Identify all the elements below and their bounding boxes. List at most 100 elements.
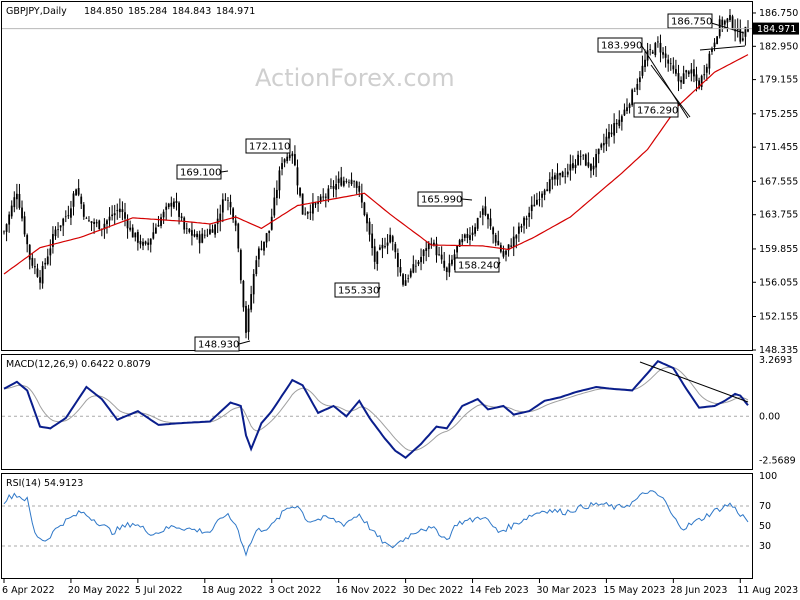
candle-body xyxy=(216,218,219,224)
candle-body xyxy=(453,254,456,261)
candle-body xyxy=(232,208,235,220)
candle-body xyxy=(566,171,569,175)
candle-body xyxy=(533,204,536,207)
candle-body xyxy=(46,256,49,265)
candle-body xyxy=(510,245,513,247)
macd-label: MACD(12,26,9) 0.6422 0.8079 xyxy=(6,359,151,370)
candle-body xyxy=(579,156,582,157)
candle-body xyxy=(700,75,703,87)
candle-body xyxy=(461,238,464,243)
candle-body xyxy=(23,216,26,235)
candle-body xyxy=(281,163,283,170)
candle-body xyxy=(317,202,319,204)
annotation-box xyxy=(454,257,500,273)
candle-body xyxy=(631,89,634,106)
candle-body xyxy=(659,42,662,53)
price-annotation: 148.930 xyxy=(198,340,239,351)
candle-body xyxy=(731,16,734,29)
candle-body xyxy=(605,136,608,145)
current-price-label: 184.971 xyxy=(757,24,796,35)
candle-body xyxy=(93,221,96,224)
candle-body xyxy=(716,36,719,44)
candle-body xyxy=(371,233,374,249)
candle-body xyxy=(440,254,443,260)
candle-body xyxy=(327,188,330,199)
candle-body xyxy=(39,277,41,283)
candle-body xyxy=(656,41,659,43)
candle-body xyxy=(44,262,47,265)
candle-body xyxy=(458,240,461,247)
candle-body xyxy=(420,256,422,263)
candle-body xyxy=(167,203,170,208)
candle-body xyxy=(363,202,366,215)
candle-body xyxy=(497,240,500,246)
candle-body xyxy=(288,154,291,159)
price-annotation: 183.990 xyxy=(601,41,642,52)
candle-body xyxy=(85,218,88,219)
price-tick-label: 182.950 xyxy=(759,41,798,52)
candle-body xyxy=(183,217,186,230)
symbol-label: GBPJPY,Daily xyxy=(6,6,67,17)
candle-body xyxy=(340,177,343,186)
candle-body xyxy=(633,90,636,92)
candle-body xyxy=(695,74,698,82)
candle-body xyxy=(306,212,309,214)
candle-body xyxy=(286,156,289,162)
candle-body xyxy=(451,259,453,265)
candle-body xyxy=(672,65,675,70)
trendline xyxy=(639,42,689,119)
date-tick-label: 30 Mar 2023 xyxy=(536,585,596,596)
candle-body xyxy=(36,268,39,277)
price-annotation: 176.290 xyxy=(637,106,678,117)
candle-body xyxy=(118,208,121,213)
candle-body xyxy=(152,232,155,239)
candle-body xyxy=(136,232,139,243)
rsi-tick-label: 50 xyxy=(759,521,771,532)
annotation-box xyxy=(245,138,291,154)
candle-body xyxy=(257,248,260,260)
macd-line xyxy=(3,359,749,459)
price-axis: 186.750 182.950 179.155 175.255 171.455 167.5… xyxy=(2,8,799,356)
candle-body xyxy=(82,204,85,217)
annotation-box xyxy=(633,102,679,118)
candle-body xyxy=(54,229,57,237)
candle-body xyxy=(144,241,147,244)
candle-body xyxy=(602,142,605,146)
candle-body xyxy=(165,206,168,210)
candle-body xyxy=(72,193,75,207)
candle-body xyxy=(687,71,690,75)
candle-body xyxy=(299,187,301,196)
candle-body xyxy=(206,234,209,236)
candle-body xyxy=(88,220,90,221)
price-tick-label: 148.335 xyxy=(759,345,798,356)
candle-body xyxy=(564,175,567,177)
candle-body xyxy=(304,213,307,215)
candle-body xyxy=(116,210,119,212)
candle-body xyxy=(366,214,368,224)
candle-body xyxy=(175,201,178,204)
candle-body xyxy=(268,230,271,233)
candle-body xyxy=(147,242,150,245)
macd-tick-label: 0.00 xyxy=(759,411,780,422)
price-annotation: 186.750 xyxy=(671,17,712,28)
candle-body xyxy=(209,229,211,235)
candle-body xyxy=(628,104,631,108)
candle-body xyxy=(445,267,448,273)
candle-body xyxy=(600,144,603,148)
candle-body xyxy=(95,222,98,224)
candle-body xyxy=(3,231,5,233)
candle-body xyxy=(255,260,258,274)
candle-body xyxy=(615,122,618,125)
date-tick-label: 5 Jul 2022 xyxy=(135,585,183,596)
candle-body xyxy=(561,171,564,178)
candle-body xyxy=(713,42,716,48)
candle-body xyxy=(747,28,749,32)
candle-body xyxy=(188,228,191,232)
candle-body xyxy=(502,251,505,257)
candle-body xyxy=(227,200,229,201)
candle-body xyxy=(492,227,495,235)
candle-body xyxy=(49,248,52,256)
candle-body xyxy=(170,202,173,207)
candle-body xyxy=(711,48,713,52)
candle-body xyxy=(126,219,129,229)
